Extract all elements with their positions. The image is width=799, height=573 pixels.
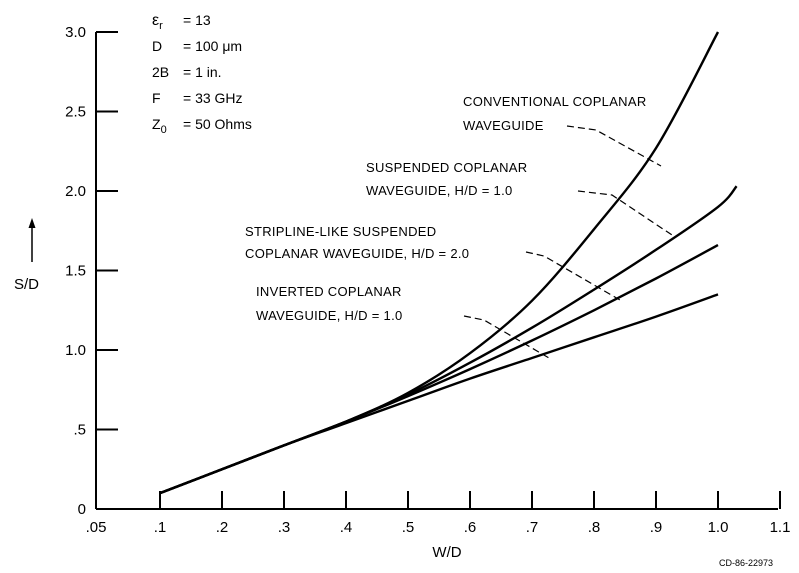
param-er-value: = 13 [183, 12, 211, 28]
stripline-like-cpw-curve [159, 244, 719, 495]
y-tick-label-3: 1.5 [65, 263, 86, 280]
param-er-sub: r [159, 20, 163, 32]
x-tick-label-3: .3 [278, 519, 291, 536]
label-conventional-line2: WAVEGUIDE [463, 118, 544, 133]
parameter-block: εr = 13 D = 100 μm 2B = 1 in. F = 33 GHz Z0 =… [152, 12, 252, 136]
param-z0-value: = 50 Ohms [183, 116, 252, 132]
y-tick-label-4: 2.0 [65, 183, 86, 200]
label-suspended-line2: WAVEGUIDE, H/D = 1.0 [366, 183, 513, 198]
param-z0-sub: 0 [161, 124, 167, 136]
leader-suspended [577, 190, 673, 236]
y-tick-label-6: 3.0 [65, 24, 86, 41]
param-2b: 2B = 1 in. [152, 64, 222, 80]
x-axis-title: W/D [432, 544, 461, 561]
label-inverted-line1: INVERTED COPLANAR [256, 284, 402, 299]
param-er: εr = 13 [152, 12, 211, 32]
x-tick-label-8: .8 [588, 519, 601, 536]
x-tick-label-0: .05 [86, 519, 107, 536]
label-conventional-line1: CONVENTIONAL COPLANAR [463, 94, 647, 109]
annotations: CONVENTIONAL COPLANAR WAVEGUIDE SUSPENDE… [245, 94, 673, 359]
leader-conventional [566, 125, 662, 167]
label-stripline-line2: COPLANAR WAVEGUIDE, H/D = 2.0 [245, 246, 469, 261]
y-tick-label-5: 2.5 [65, 104, 86, 121]
y-axis-arrow-head [28, 218, 36, 228]
leader-inverted [463, 315, 550, 359]
y-tick-label-1: .5 [73, 422, 86, 439]
x-tick-label-1: .1 [154, 519, 167, 536]
label-suspended-line1: SUSPENDED COPLANAR [366, 160, 527, 175]
label-stripline-line1: STRIPLINE-LIKE SUSPENDED [245, 224, 436, 239]
y-tick-label-0: 0 [78, 501, 86, 518]
ticks [96, 31, 781, 509]
y-axis-title-group: S/D [14, 218, 39, 293]
inverted-cpw-curve [159, 293, 719, 495]
figure-code: CD-86-22973 [719, 558, 773, 568]
leader-stripline [525, 251, 621, 301]
param-er-symbol: ε [152, 12, 159, 29]
param-d-value: = 100 μm [183, 38, 242, 54]
param-f-value: = 33 GHz [183, 90, 243, 106]
x-tick-label-2: .2 [216, 519, 229, 536]
x-tick-label-6: .6 [464, 519, 477, 536]
curves [159, 31, 738, 495]
x-tick-label-11: 1.1 [770, 519, 791, 536]
x-tick-label-7: .7 [526, 519, 539, 536]
param-f: F = 33 GHz [152, 90, 243, 106]
param-z0: Z0 = 50 Ohms [152, 116, 252, 136]
x-tick-label-4: .4 [340, 519, 353, 536]
param-d: D = 100 μm [152, 38, 242, 54]
param-2b-value: = 1 in. [183, 64, 222, 80]
x-tick-label-9: .9 [650, 519, 663, 536]
label-inverted-line2: WAVEGUIDE, H/D = 1.0 [256, 308, 403, 323]
x-tick-label-10: 1.0 [708, 519, 729, 536]
x-tick-label-5: .5 [402, 519, 415, 536]
tick-labels: .05 .1 .2 .3 .4 .5 .6 .7 .8 .9 1.0 1.1 0 .5 1.0 1.5 2.0 2… [65, 24, 790, 536]
y-axis-title: S/D [14, 276, 39, 293]
y-tick-label-2: 1.0 [65, 342, 86, 359]
